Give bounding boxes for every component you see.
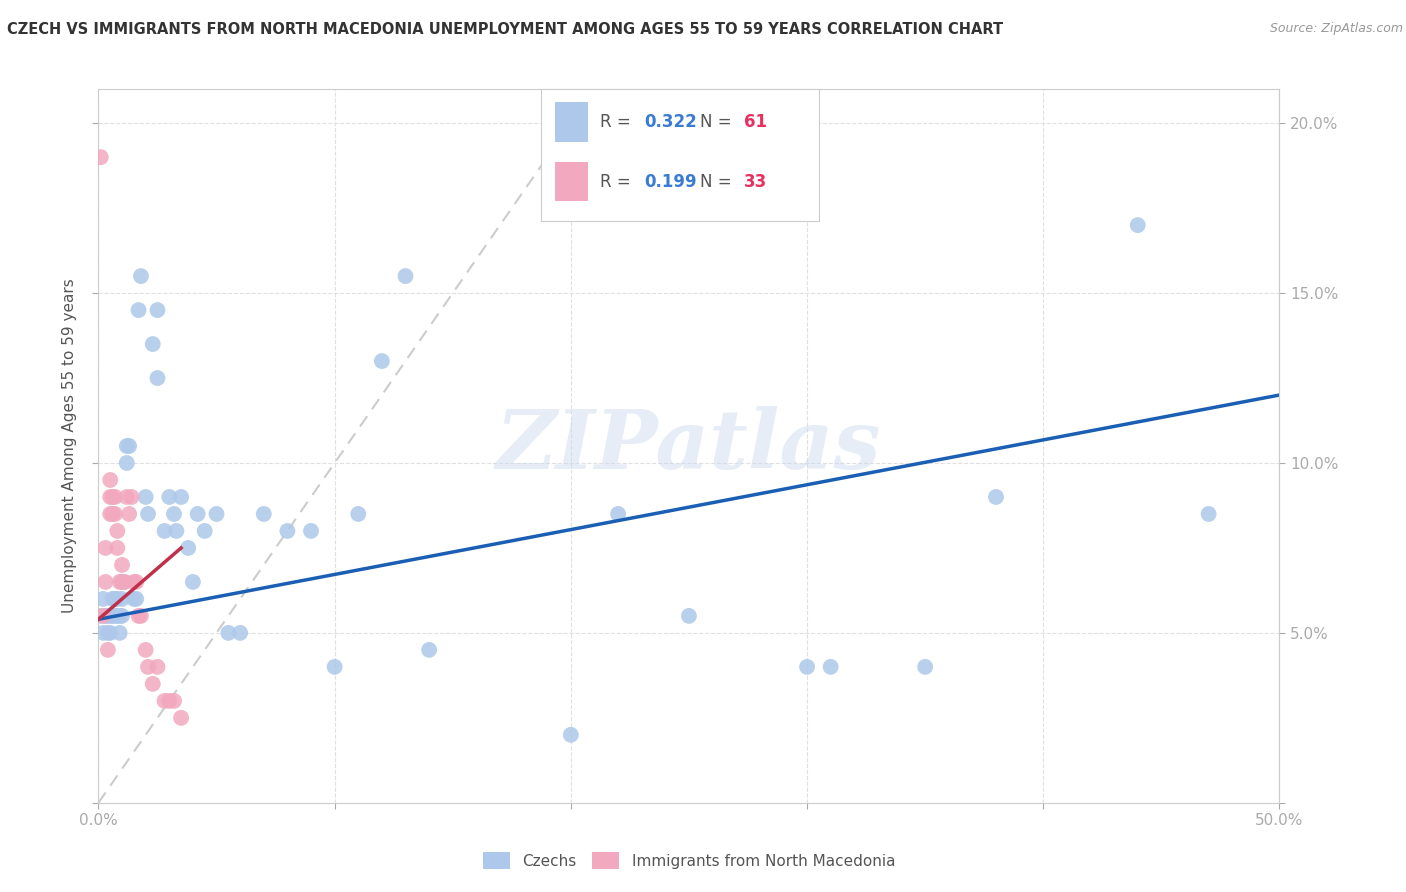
Point xyxy=(135,490,157,504)
Point xyxy=(104,490,127,504)
Text: CZECH VS IMMIGRANTS FROM NORTH MACEDONIA UNEMPLOYMENT AMONG AGES 55 TO 59 YEARS : CZECH VS IMMIGRANTS FROM NORTH MACEDONIA… xyxy=(7,22,1002,37)
Point xyxy=(90,150,112,164)
Point xyxy=(94,574,117,589)
Point xyxy=(142,337,165,351)
Point xyxy=(98,626,121,640)
Point xyxy=(205,507,228,521)
Point xyxy=(229,626,252,640)
Point xyxy=(111,591,134,606)
Point xyxy=(112,574,135,589)
Point xyxy=(136,507,159,521)
Point xyxy=(299,524,322,538)
Point xyxy=(194,524,217,538)
Point xyxy=(146,371,169,385)
Point xyxy=(157,694,180,708)
Point xyxy=(128,303,150,318)
Point xyxy=(678,608,700,623)
Point xyxy=(122,591,145,606)
Point xyxy=(135,643,157,657)
Legend: Czechs, Immigrants from North Macedonia: Czechs, Immigrants from North Macedonia xyxy=(477,846,901,875)
Point xyxy=(347,507,370,521)
Point xyxy=(1198,507,1220,521)
Point xyxy=(1126,218,1149,232)
Point xyxy=(371,354,394,368)
Point xyxy=(125,591,148,606)
Point xyxy=(98,507,121,521)
Point xyxy=(122,574,145,589)
Point xyxy=(129,269,152,284)
Point xyxy=(136,660,159,674)
Point xyxy=(820,660,842,674)
Point xyxy=(90,608,112,623)
Point xyxy=(98,490,121,504)
Point xyxy=(129,608,152,623)
Point xyxy=(108,626,131,640)
Point xyxy=(177,541,200,555)
Point xyxy=(105,541,128,555)
Point xyxy=(914,660,936,674)
Point xyxy=(101,591,124,606)
Y-axis label: Unemployment Among Ages 55 to 59 years: Unemployment Among Ages 55 to 59 years xyxy=(62,278,77,614)
Point xyxy=(97,643,120,657)
Point xyxy=(217,626,239,640)
Point xyxy=(170,490,193,504)
Point xyxy=(118,439,141,453)
Point xyxy=(125,574,148,589)
Text: Source: ZipAtlas.com: Source: ZipAtlas.com xyxy=(1270,22,1403,36)
Point xyxy=(111,574,134,589)
Point xyxy=(104,507,127,521)
Point xyxy=(153,524,176,538)
Point xyxy=(94,541,117,555)
Point xyxy=(128,608,150,623)
Point xyxy=(101,490,124,504)
Point xyxy=(560,728,582,742)
Point xyxy=(115,456,138,470)
Point xyxy=(111,608,134,623)
Point xyxy=(105,591,128,606)
Point xyxy=(111,574,134,589)
Point xyxy=(418,643,440,657)
Point xyxy=(607,507,630,521)
Point xyxy=(91,591,114,606)
Point xyxy=(153,694,176,708)
Point xyxy=(253,507,276,521)
Point xyxy=(101,507,124,521)
Point xyxy=(170,711,193,725)
Point xyxy=(115,490,138,504)
Point xyxy=(108,574,131,589)
Point xyxy=(94,608,117,623)
Point xyxy=(115,439,138,453)
Point xyxy=(394,269,416,284)
Point xyxy=(105,524,128,538)
Point xyxy=(105,608,128,623)
Point xyxy=(97,626,120,640)
Point xyxy=(112,574,135,589)
Point xyxy=(111,558,134,572)
Point xyxy=(118,507,141,521)
Point xyxy=(187,507,209,521)
Point xyxy=(796,660,818,674)
Point xyxy=(104,608,127,623)
Point xyxy=(984,490,1007,504)
Point xyxy=(101,608,124,623)
Point xyxy=(163,507,186,521)
Point xyxy=(181,574,204,589)
Point xyxy=(146,303,169,318)
Point xyxy=(276,524,298,538)
Point xyxy=(98,473,121,487)
Point xyxy=(142,677,165,691)
Point xyxy=(121,490,143,504)
Point xyxy=(97,608,120,623)
Point xyxy=(91,608,114,623)
Point xyxy=(104,591,127,606)
Point xyxy=(98,608,121,623)
Point xyxy=(165,524,187,538)
Point xyxy=(108,608,131,623)
Text: ZIPatlas: ZIPatlas xyxy=(496,406,882,486)
Point xyxy=(157,490,180,504)
Point xyxy=(91,626,114,640)
Point xyxy=(323,660,346,674)
Point xyxy=(146,660,169,674)
Point xyxy=(163,694,186,708)
